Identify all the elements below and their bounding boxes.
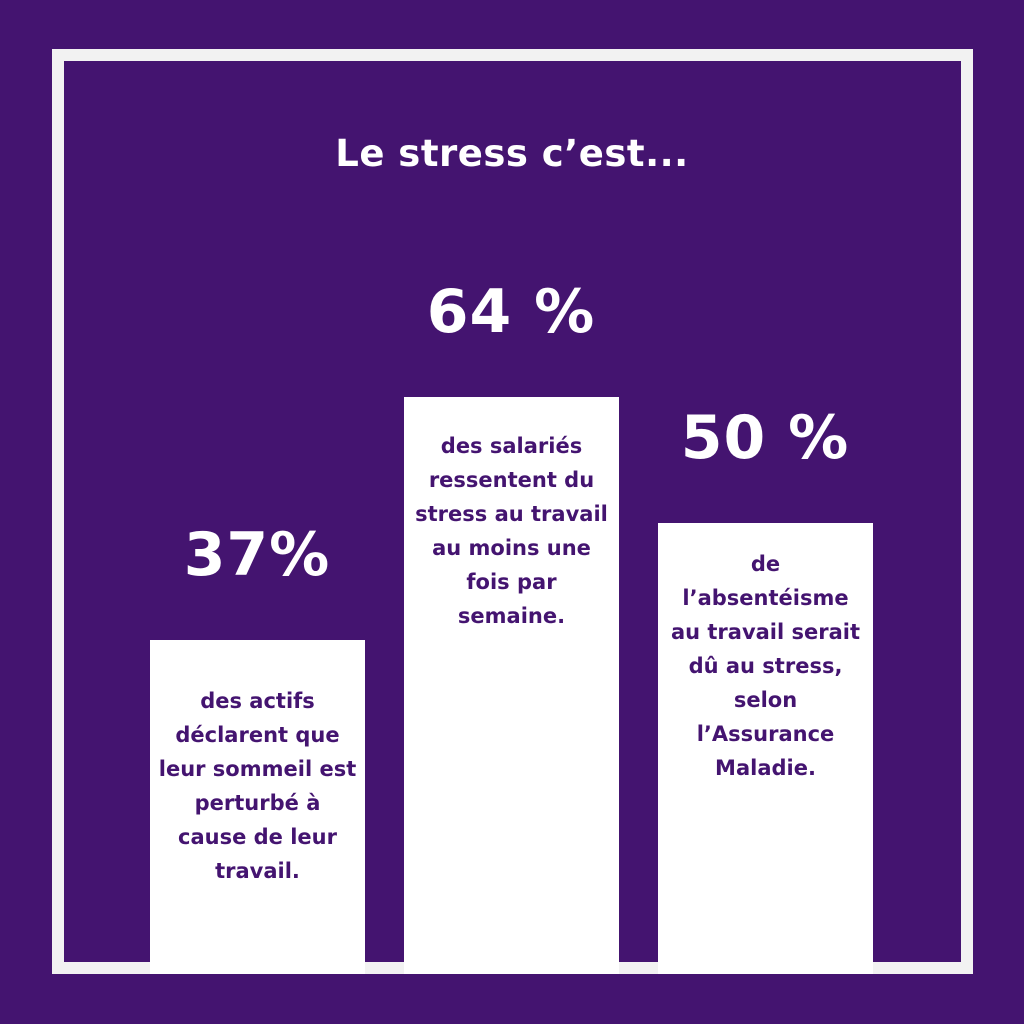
bar-2: des salariés ressentent du stress au tra… <box>404 397 619 974</box>
bar-description: des salariés ressentent du stress au tra… <box>415 434 608 628</box>
bar-description: de l’absentéisme au travail serait dû au… <box>670 552 861 781</box>
chart-title: Le stress c’est... <box>335 132 689 175</box>
bar-description: des actifs déclarent que leur sommeil es… <box>158 689 357 884</box>
value-label: 50 % <box>680 403 850 474</box>
bar-3: de l’absentéisme au travail serait dû au… <box>658 523 873 974</box>
value-label: 64 % <box>426 277 596 347</box>
value-label: 37% <box>183 520 331 591</box>
bar-1: des actifs déclarent que leur sommeil es… <box>150 640 365 974</box>
